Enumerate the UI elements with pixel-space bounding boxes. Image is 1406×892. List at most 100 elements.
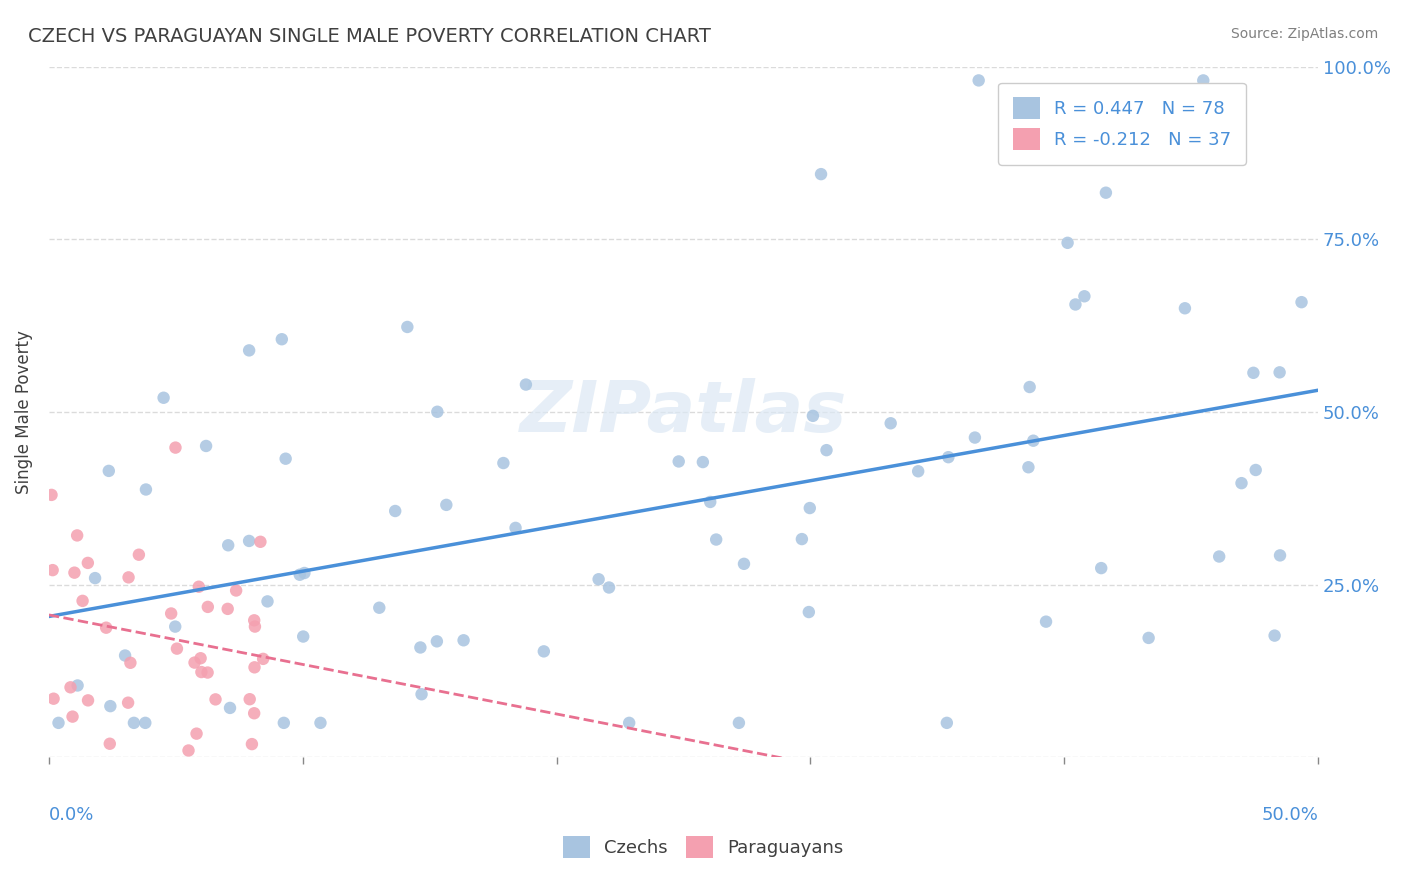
Czechs (134, 715, 156, 730)
Paraguayans (72, 594, 94, 608)
Czechs (152, 391, 174, 405)
Czechs (114, 648, 136, 663)
Czechs (256, 594, 278, 608)
Czechs (733, 557, 755, 571)
Czechs (1264, 629, 1286, 643)
Paraguayans (120, 656, 142, 670)
Paraguayans (166, 641, 188, 656)
Czechs (1241, 366, 1264, 380)
Y-axis label: Single Male Poverty: Single Male Poverty (15, 330, 32, 494)
Paraguayans (252, 652, 274, 666)
Czechs (617, 715, 640, 730)
Legend: R = 0.447   N = 78, R = -0.212   N = 37: R = 0.447 N = 78, R = -0.212 N = 37 (998, 83, 1246, 164)
Czechs (292, 630, 315, 644)
Czechs (48, 715, 70, 730)
Czechs (1137, 631, 1160, 645)
Czechs (935, 715, 957, 730)
Czechs (692, 455, 714, 469)
Czechs (219, 701, 242, 715)
Paraguayans (177, 743, 200, 757)
Czechs (217, 538, 239, 552)
Czechs (426, 634, 449, 648)
Paraguayans (190, 651, 212, 665)
Paraguayans (63, 566, 86, 580)
Text: 0.0%: 0.0% (49, 805, 94, 823)
Czechs (797, 605, 820, 619)
Czechs (588, 572, 610, 586)
Czechs (879, 417, 901, 431)
Czechs (907, 464, 929, 478)
Czechs (1056, 235, 1078, 250)
Czechs (1073, 289, 1095, 303)
Czechs (309, 715, 332, 730)
Czechs (238, 343, 260, 358)
Czechs (1090, 561, 1112, 575)
Czechs (270, 332, 292, 346)
Paraguayans (165, 441, 187, 455)
Paraguayans (66, 528, 89, 542)
Czechs (238, 533, 260, 548)
Paraguayans (117, 696, 139, 710)
Czechs (294, 566, 316, 580)
Paraguayans (160, 607, 183, 621)
Czechs (668, 454, 690, 468)
Paraguayans (197, 599, 219, 614)
Paraguayans (204, 692, 226, 706)
Legend: Czechs, Paraguayans: Czechs, Paraguayans (555, 829, 851, 865)
Czechs (1268, 365, 1291, 379)
Paraguayans (41, 488, 63, 502)
Czechs (122, 715, 145, 730)
Czechs (411, 687, 433, 701)
Paraguayans (243, 613, 266, 627)
Czechs (810, 167, 832, 181)
Czechs (434, 498, 457, 512)
Text: ZIPatlas: ZIPatlas (520, 377, 848, 447)
Paraguayans (249, 534, 271, 549)
Czechs (1095, 186, 1118, 200)
Czechs (533, 644, 555, 658)
Paraguayans (183, 656, 205, 670)
Czechs (453, 633, 475, 648)
Paraguayans (98, 737, 121, 751)
Czechs (515, 377, 537, 392)
Paraguayans (128, 548, 150, 562)
Paraguayans (94, 621, 117, 635)
Czechs (790, 532, 813, 546)
Czechs (967, 73, 990, 87)
Czechs (274, 451, 297, 466)
Czechs (963, 431, 986, 445)
Paraguayans (187, 580, 209, 594)
Czechs (384, 504, 406, 518)
Paraguayans (41, 563, 63, 577)
Czechs (1064, 297, 1087, 311)
Paraguayans (59, 681, 82, 695)
Czechs (505, 521, 527, 535)
Czechs (273, 715, 295, 730)
Czechs (165, 619, 187, 633)
Czechs (1230, 476, 1253, 491)
Czechs (938, 450, 960, 465)
Paraguayans (239, 692, 262, 706)
Text: Source: ZipAtlas.com: Source: ZipAtlas.com (1230, 27, 1378, 41)
Paraguayans (243, 706, 266, 721)
Czechs (97, 464, 120, 478)
Czechs (799, 501, 821, 516)
Paraguayans (62, 709, 84, 723)
Czechs (368, 600, 391, 615)
Czechs (1208, 549, 1230, 564)
Czechs (84, 571, 107, 585)
Czechs (801, 409, 824, 423)
Czechs (728, 715, 751, 730)
Czechs (492, 456, 515, 470)
Czechs (1192, 73, 1215, 87)
Czechs (1022, 434, 1045, 448)
Czechs (1017, 460, 1039, 475)
Czechs (699, 495, 721, 509)
Paraguayans (240, 737, 263, 751)
Czechs (288, 567, 311, 582)
Czechs (1174, 301, 1197, 316)
Czechs (98, 699, 121, 714)
Paraguayans (243, 660, 266, 674)
Paraguayans (77, 693, 100, 707)
Paraguayans (217, 602, 239, 616)
